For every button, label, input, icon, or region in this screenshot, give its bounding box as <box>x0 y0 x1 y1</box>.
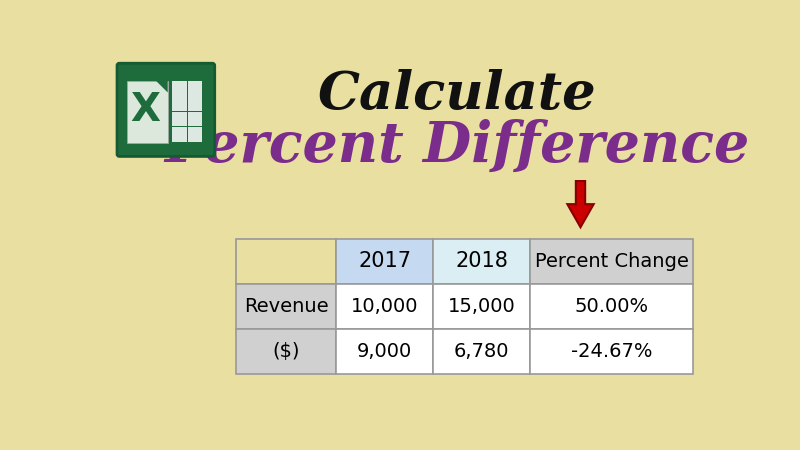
Bar <box>336 284 434 328</box>
Text: 10,000: 10,000 <box>351 297 418 316</box>
Bar <box>434 284 530 328</box>
Text: 9,000: 9,000 <box>357 342 413 360</box>
Bar <box>188 127 202 142</box>
Bar <box>172 127 187 142</box>
Bar <box>188 96 202 111</box>
Bar <box>434 239 530 284</box>
Text: ($): ($) <box>272 342 300 360</box>
Text: Revenue: Revenue <box>244 297 328 316</box>
Bar <box>434 328 530 374</box>
Bar <box>236 328 336 374</box>
Bar <box>172 112 187 126</box>
Polygon shape <box>156 81 168 93</box>
Text: 15,000: 15,000 <box>448 297 515 316</box>
Text: 50.00%: 50.00% <box>574 297 649 316</box>
Bar <box>336 239 434 284</box>
Bar <box>236 239 336 284</box>
Bar <box>188 81 202 95</box>
Text: 2018: 2018 <box>455 251 508 271</box>
Bar <box>530 284 693 328</box>
Bar <box>172 96 187 111</box>
Text: Percent Change: Percent Change <box>534 252 689 271</box>
Bar <box>530 239 693 284</box>
Text: 2017: 2017 <box>358 251 411 271</box>
Text: 6,780: 6,780 <box>454 342 510 360</box>
Text: Calculate: Calculate <box>317 68 596 120</box>
Polygon shape <box>567 181 594 227</box>
Bar <box>188 112 202 126</box>
Text: -24.67%: -24.67% <box>570 342 652 360</box>
Bar <box>336 328 434 374</box>
Text: X: X <box>130 91 161 129</box>
Bar <box>236 284 336 328</box>
Bar <box>172 81 187 95</box>
Bar <box>530 328 693 374</box>
Text: Percent Difference: Percent Difference <box>164 119 749 174</box>
Polygon shape <box>127 81 168 143</box>
FancyBboxPatch shape <box>117 63 214 157</box>
